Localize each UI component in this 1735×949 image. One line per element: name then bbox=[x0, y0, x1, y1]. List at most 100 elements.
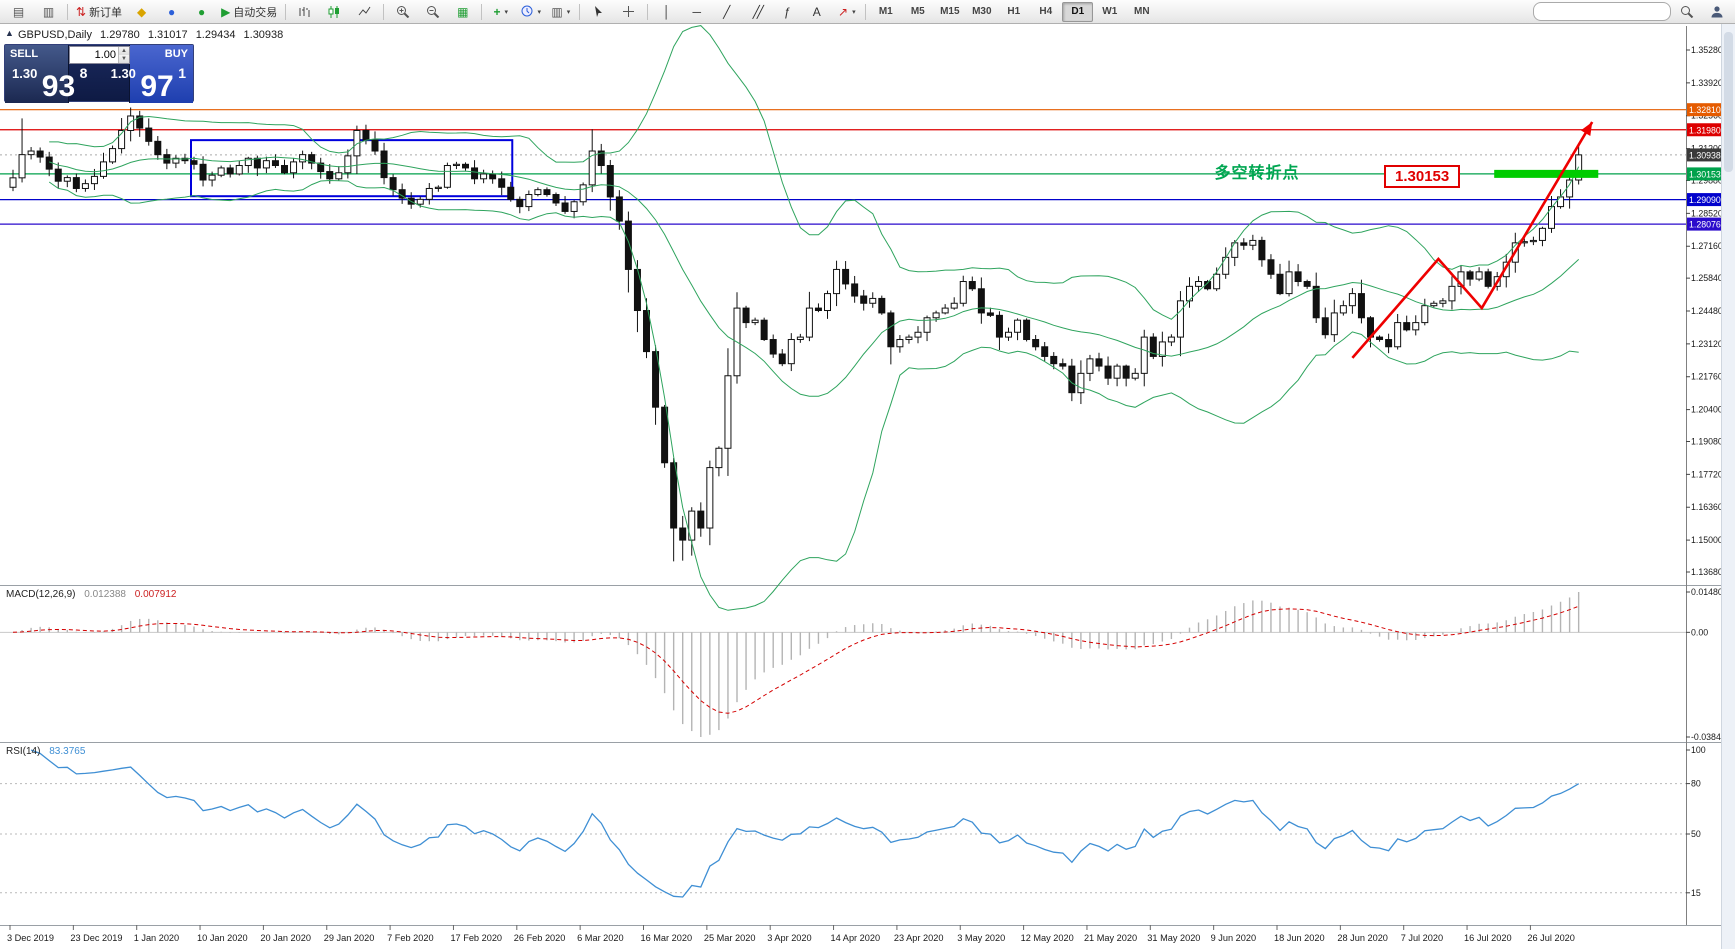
macd-signal-value: 0.007912 bbox=[134, 589, 177, 600]
svg-text:3 Apr 2020: 3 Apr 2020 bbox=[767, 933, 811, 943]
crosshair-button[interactable] bbox=[614, 1, 643, 23]
svg-text:31 May 2020: 31 May 2020 bbox=[1147, 933, 1200, 943]
svg-text:28 Jun 2020: 28 Jun 2020 bbox=[1337, 933, 1388, 943]
svg-text:18 Jun 2020: 18 Jun 2020 bbox=[1274, 933, 1325, 943]
macd-label-row: MACD(12,26,9) 0.012388 0.007912 bbox=[6, 589, 176, 600]
separator bbox=[67, 3, 68, 20]
scrollbar-thumb[interactable] bbox=[1724, 32, 1733, 172]
trendline-button[interactable]: ╱ bbox=[712, 1, 741, 23]
svg-text:1.17720: 1.17720 bbox=[1691, 469, 1723, 479]
buy-button[interactable]: BUY bbox=[129, 45, 193, 103]
top-toolbar: ▤ ▥ ⇅ 新订单 ◆ ● ● ▶ 自动交易 ▦ + ▾ ▾ ▥ ▾ bbox=[0, 0, 1735, 24]
arrows-tool-icon: ↗ bbox=[838, 4, 849, 19]
svg-text:1.25840: 1.25840 bbox=[1691, 273, 1723, 283]
svg-text:3 Dec 2019: 3 Dec 2019 bbox=[7, 933, 54, 943]
macd-signal-line bbox=[12, 605, 1579, 714]
metaeditor-icon: ◆ bbox=[136, 4, 147, 19]
metaeditor-button[interactable]: ◆ bbox=[127, 1, 156, 23]
profiles-button[interactable]: ▥ bbox=[34, 1, 63, 23]
svg-text:-0.038415: -0.038415 bbox=[1691, 732, 1731, 742]
search-button[interactable] bbox=[1672, 1, 1701, 23]
price-tag-1.31980 bbox=[1687, 123, 1722, 137]
rsi-value: 83.3765 bbox=[49, 746, 86, 757]
zoom-out-button[interactable] bbox=[418, 1, 447, 23]
new-chart-button[interactable]: ▤ bbox=[4, 1, 33, 23]
new-order-button[interactable]: ⇅ 新订单 bbox=[72, 1, 126, 23]
one-click-trading-panel: SELL BUY ▲ ▼ 1.30 93 8 1.30 97 1 bbox=[4, 44, 194, 104]
svg-text:21 May 2020: 21 May 2020 bbox=[1084, 933, 1137, 943]
line-chart-button[interactable] bbox=[350, 1, 379, 23]
search-input[interactable] bbox=[1533, 2, 1671, 21]
sell-button[interactable]: SELL bbox=[5, 45, 69, 103]
trend-arrow-head bbox=[1580, 122, 1593, 137]
svg-text:16 Mar 2020: 16 Mar 2020 bbox=[641, 933, 693, 943]
svg-text:1 Jan 2020: 1 Jan 2020 bbox=[134, 933, 179, 943]
buy-label: BUY bbox=[164, 48, 188, 60]
svg-text:23 Apr 2020: 23 Apr 2020 bbox=[894, 933, 944, 943]
candle-chart-button[interactable] bbox=[320, 1, 349, 23]
tf-h1-button[interactable]: H1 bbox=[1007, 6, 1021, 17]
rsi-label-row: RSI(14) 83.3765 bbox=[6, 746, 85, 757]
svg-text:1.31980: 1.31980 bbox=[1689, 125, 1721, 135]
volume-input[interactable] bbox=[70, 48, 118, 62]
fibonacci-icon: ƒ bbox=[783, 4, 791, 19]
turning-point-text[interactable]: 多空转折点 bbox=[1214, 165, 1300, 182]
crosshair-icon bbox=[623, 6, 635, 17]
trend-arrow[interactable] bbox=[1351, 121, 1594, 359]
svg-text:29 Jan 2020: 29 Jan 2020 bbox=[324, 933, 375, 943]
tf-h4-button[interactable]: H4 bbox=[1039, 6, 1053, 17]
autotrading-button[interactable]: ▶ 自动交易 bbox=[217, 1, 281, 23]
data-window-icon: ● bbox=[197, 4, 206, 19]
consolidation-rectangle[interactable] bbox=[190, 139, 514, 198]
tf-d1-button[interactable]: D1 bbox=[1062, 1, 1094, 22]
svg-text:1.33920: 1.33920 bbox=[1691, 78, 1723, 88]
svg-text:3 May 2020: 3 May 2020 bbox=[957, 933, 1005, 943]
window-scrollbar[interactable] bbox=[1721, 24, 1735, 949]
svg-text:80: 80 bbox=[1691, 779, 1701, 789]
arrows-tool-button[interactable]: ↗ ▾ bbox=[832, 1, 861, 23]
separator bbox=[383, 3, 385, 20]
sell-price-sup: 8 bbox=[79, 65, 88, 81]
volume-down-icon[interactable]: ▼ bbox=[119, 55, 129, 63]
data-window-button[interactable]: ● bbox=[187, 1, 216, 23]
bar-chart-button[interactable] bbox=[290, 1, 319, 23]
periods-button[interactable]: ▾ bbox=[516, 1, 545, 23]
horizontal-line-button[interactable]: ─ bbox=[682, 1, 711, 23]
templates-button[interactable]: ▥ ▾ bbox=[546, 1, 575, 23]
vertical-line-button[interactable]: │ bbox=[652, 1, 681, 23]
tile-windows-button[interactable]: ▦ bbox=[448, 1, 477, 23]
svg-text:6 Mar 2020: 6 Mar 2020 bbox=[577, 933, 623, 943]
tf-m1-button[interactable]: M1 bbox=[878, 6, 893, 17]
sell-price-big: 93 bbox=[41, 70, 76, 103]
tf-mn-button[interactable]: MN bbox=[1134, 6, 1150, 17]
chevron-down-icon: ▾ bbox=[504, 8, 509, 16]
volume-spin[interactable]: ▲ ▼ bbox=[118, 47, 129, 63]
buy-price[interactable]: 1.30 97 1 bbox=[111, 65, 186, 104]
tf-m30-button[interactable]: M30 bbox=[972, 6, 992, 17]
mql5-button[interactable]: ● bbox=[157, 1, 186, 23]
fibonacci-button[interactable]: ƒ bbox=[772, 1, 801, 23]
svg-text:100: 100 bbox=[1691, 745, 1706, 755]
text-tool-button[interactable]: A bbox=[802, 1, 831, 23]
separator bbox=[647, 3, 649, 20]
community-button[interactable] bbox=[1702, 1, 1731, 23]
sell-price[interactable]: 1.30 93 8 bbox=[12, 65, 87, 104]
volume-up-icon[interactable]: ▲ bbox=[119, 47, 129, 55]
channel-button[interactable]: ╱╱ bbox=[742, 1, 771, 23]
separator bbox=[285, 3, 287, 20]
tf-m5-button[interactable]: M5 bbox=[910, 6, 925, 17]
one-click-toggle[interactable]: ▲ bbox=[5, 28, 14, 38]
svg-text:1.23120: 1.23120 bbox=[1691, 339, 1723, 349]
cursor-button[interactable] bbox=[584, 1, 613, 23]
tf-w1-button[interactable]: W1 bbox=[1102, 6, 1118, 17]
separator bbox=[865, 3, 867, 20]
tf-m15-button[interactable]: M15 bbox=[940, 6, 960, 17]
price-tag-1.30938 bbox=[1687, 148, 1722, 162]
new-order-icon: ⇅ bbox=[76, 4, 87, 19]
templates-icon: ▥ bbox=[551, 4, 563, 19]
price-callout-label[interactable]: 1.30153 bbox=[1384, 165, 1461, 188]
volume-stepper[interactable]: ▲ ▼ bbox=[69, 46, 130, 64]
zoom-in-button[interactable] bbox=[388, 1, 417, 23]
indicators-button[interactable]: + ▾ bbox=[486, 1, 515, 23]
